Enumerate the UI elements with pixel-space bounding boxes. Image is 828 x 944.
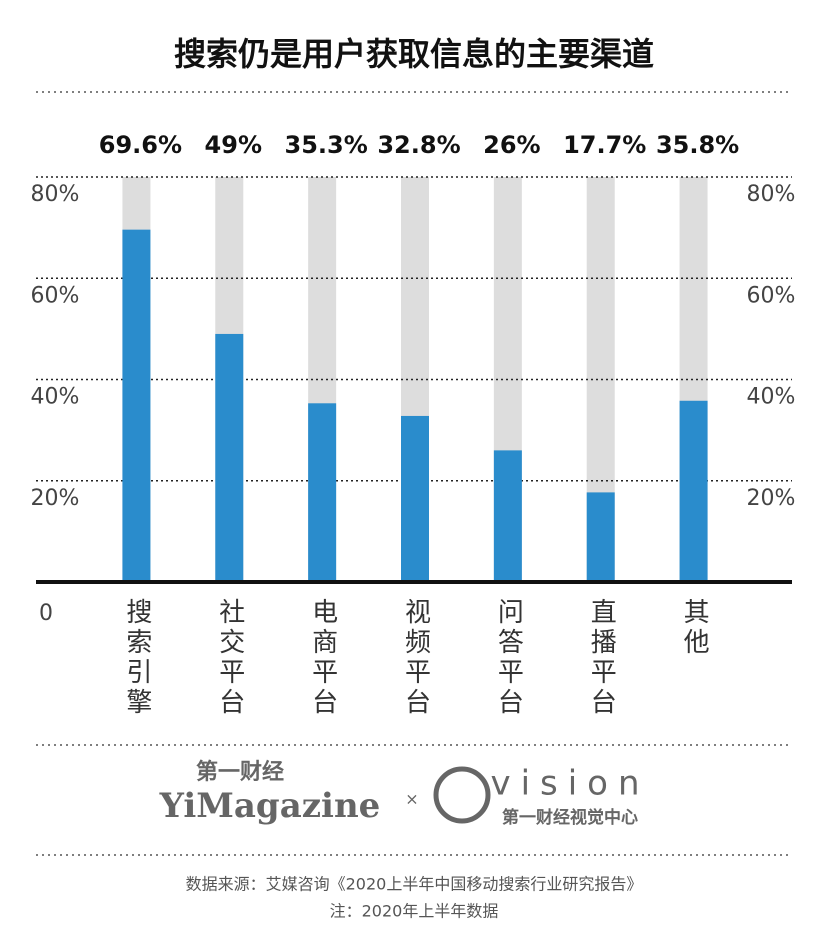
y-tick-label: 0 — [39, 601, 53, 626]
y-tick-label: 20% — [747, 486, 796, 511]
x-tick-label: 其他 — [679, 598, 709, 658]
x-tick-label: 社交平台 — [215, 598, 245, 718]
bar — [215, 333, 244, 582]
x-tick-label: 直播平台 — [586, 598, 616, 718]
value-label: 32.8% — [377, 131, 460, 159]
x-tick-label: 搜索引擎 — [122, 598, 152, 718]
bar — [401, 415, 429, 582]
chart-title: 搜索仍是用户获取信息的主要渠道 — [174, 35, 654, 73]
x-tick-label: 电商平台 — [308, 598, 338, 718]
vision-logo — [433, 766, 491, 824]
brand-cn: 第一财经 — [196, 759, 284, 785]
value-label: 49% — [205, 131, 262, 159]
times: × — [405, 790, 418, 809]
value-label: 35.3% — [285, 131, 368, 159]
value-label: 17.7% — [563, 131, 646, 159]
y-tick-label: 60% — [747, 283, 796, 308]
y-tick-label: 60% — [31, 283, 80, 308]
vision: vision — [490, 764, 649, 804]
vision-cn: 第一财经视觉中心 — [502, 807, 638, 828]
value-label: 35.8% — [656, 131, 739, 159]
source: 数据来源：艾媒咨询《2020上半年中国移动搜索行业研究报告》 — [186, 875, 643, 894]
y-tick-label: 80% — [747, 182, 796, 207]
bar — [493, 450, 522, 582]
bar — [122, 229, 151, 582]
note: 注：2020年上半年数据 — [330, 902, 499, 921]
y-tick-label: 20% — [31, 486, 80, 511]
y-tick-label: 40% — [747, 385, 796, 410]
x-tick-label: 问答平台 — [493, 598, 523, 718]
value-label: 69.6% — [99, 131, 182, 159]
bar — [308, 403, 337, 582]
y-tick-label: 40% — [31, 385, 80, 410]
value-label: 26% — [483, 131, 540, 159]
bar — [586, 492, 615, 582]
x-tick-label: 视频平台 — [401, 598, 431, 718]
bar — [679, 400, 708, 582]
brand-en: YiMagazine — [159, 786, 381, 826]
y-tick-label: 80% — [31, 182, 80, 207]
